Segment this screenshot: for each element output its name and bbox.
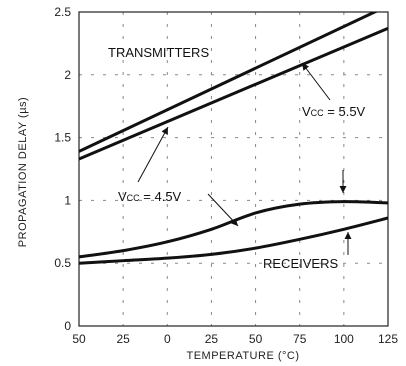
x-axis-title: TEMPERATURE (°C) — [186, 350, 299, 362]
transmitters-label: TRANSMITTERS — [108, 45, 209, 60]
vcc-5.5v-arrow-transmitter — [301, 62, 331, 101]
vcc-high-value: = 5.5V — [324, 104, 366, 119]
x-tick-label: 50 — [72, 332, 86, 346]
vcc-5.5v-arrow-receiver-head — [339, 186, 347, 193]
y-tick-label: 2.5 — [54, 5, 71, 19]
x-tick-labels: 50 25 0 25 50 75 100 125 — [72, 332, 398, 346]
vcc-low-subscript: CC — [127, 193, 140, 203]
transmitters-vcc-4.5v-line — [79, 12, 379, 153]
x-tick-label: 125 — [378, 332, 398, 346]
y-tick-label: 0 — [64, 319, 71, 333]
vcc-4.5v-arrow-receiver — [207, 193, 239, 227]
x-tick-label: 75 — [293, 332, 307, 346]
y-tick-labels: 0 0.5 1 1.5 2 2.5 — [54, 5, 71, 333]
y-tick-label: 1 — [64, 193, 71, 207]
vcc-low-base: V — [118, 189, 127, 204]
y-axis-title: PROPAGATION DELAY (µs) — [17, 97, 29, 247]
y-tick-label: 1.5 — [54, 131, 71, 145]
receivers-label: RECEIVERS — [263, 256, 338, 271]
receivers-vcc-5.5v-line — [79, 216, 388, 265]
x-tick-label: 25 — [205, 332, 219, 346]
vcc-4.5v-arrow-transmitter — [137, 126, 169, 183]
x-tick-label: 50 — [249, 332, 263, 346]
y-tick-label: 0.5 — [54, 256, 71, 270]
vcc-5.5v-label: VCC = 5.5V — [302, 104, 366, 119]
vcc-5.5v-arrow-transmitter-head — [302, 63, 310, 71]
vcc-high-subscript: CC — [311, 108, 324, 118]
vcc-4.5v-label: VCC = 4.5V — [118, 189, 182, 204]
grid — [79, 12, 388, 326]
vcc-high-base: V — [302, 104, 311, 119]
vcc-4.5v-arrow-transmitter-head — [161, 127, 168, 135]
x-tick-label: 25 — [116, 332, 130, 346]
y-tick-label: 2 — [64, 68, 71, 82]
vcc-low-value: = 4.5V — [140, 189, 182, 204]
x-tick-label: 100 — [334, 332, 354, 346]
vcc-4.5v-arrow-receiver-head — [230, 218, 238, 226]
transmitters-vcc-5.5v-line — [79, 26, 388, 161]
annotation-arrows — [137, 62, 352, 255]
x-tick-label: 0 — [164, 332, 171, 346]
axes-frame — [78, 11, 389, 327]
receivers-label-arrow-head — [344, 232, 352, 239]
plot-border — [78, 11, 389, 327]
